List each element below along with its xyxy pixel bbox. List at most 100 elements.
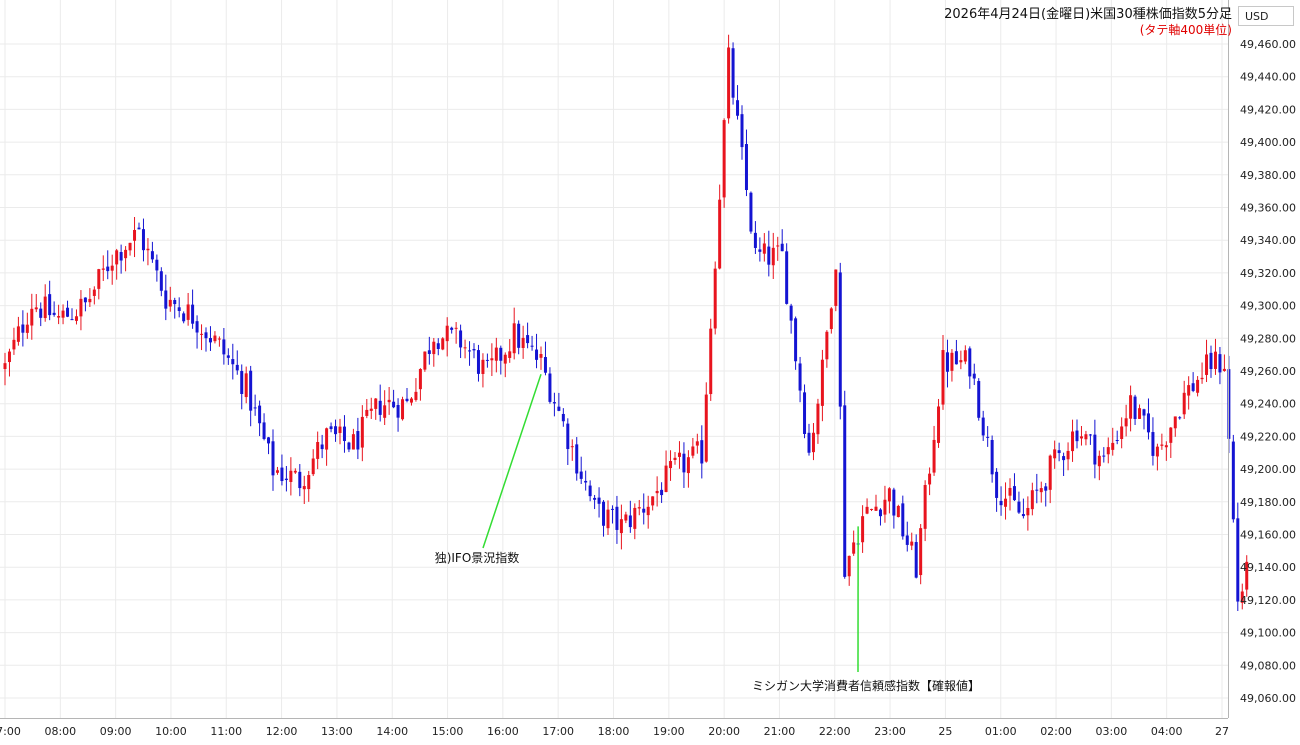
annotation-leader-line	[482, 374, 542, 549]
candle-up	[409, 397, 413, 406]
candle-body	[950, 352, 954, 371]
candle-body	[1191, 383, 1195, 391]
candle-body	[874, 506, 878, 511]
candle-body	[883, 499, 887, 515]
candle-body	[619, 519, 623, 534]
candle-body	[21, 324, 25, 333]
candle-up	[932, 425, 936, 476]
candle-layer	[3, 34, 1249, 612]
candle-down	[173, 297, 177, 319]
candle-down	[119, 244, 123, 274]
candle-body	[1111, 442, 1115, 450]
candle-body	[753, 232, 757, 248]
candle-down	[1017, 491, 1021, 514]
candle-body	[115, 250, 119, 265]
y-tick-label: 49,260.00	[1240, 365, 1296, 378]
candle-up	[655, 476, 659, 507]
candle-up	[325, 427, 329, 466]
candle-body	[588, 485, 592, 497]
candle-down	[892, 487, 896, 529]
candle-body	[968, 348, 972, 377]
candle-body	[517, 323, 521, 348]
candle-up	[664, 450, 668, 493]
candle-body	[1106, 447, 1110, 455]
candle-down	[52, 301, 56, 317]
candle-body	[450, 327, 454, 330]
candle-down	[231, 343, 235, 380]
candle-body	[52, 312, 56, 315]
candle-up	[633, 503, 637, 540]
candle-body	[1053, 449, 1057, 459]
candle-body	[1164, 445, 1168, 448]
candle-down	[150, 241, 154, 263]
candle-up	[1097, 450, 1101, 481]
candle-up	[302, 475, 306, 505]
candle-down	[785, 243, 789, 305]
candle-down	[405, 387, 409, 403]
candle-down	[1035, 473, 1039, 504]
candle-body	[387, 399, 391, 403]
candle-up	[7, 348, 11, 377]
candle-down	[517, 320, 521, 355]
candle-body	[977, 381, 981, 418]
candle-body	[168, 299, 172, 307]
candle-up	[1205, 339, 1209, 383]
candle-body	[401, 399, 405, 420]
candle-body	[798, 363, 802, 391]
candle-body	[999, 500, 1003, 506]
candle-down	[1209, 345, 1213, 378]
candle-body	[1026, 507, 1030, 516]
candle-body	[709, 328, 713, 395]
candle-up	[1106, 437, 1110, 464]
candle-body	[1004, 498, 1008, 507]
candle-body	[731, 48, 735, 98]
candle-body	[284, 478, 288, 481]
candle-body	[937, 406, 941, 443]
candle-down	[226, 348, 230, 365]
candle-body	[427, 350, 431, 354]
candle-body	[905, 535, 909, 545]
candle-body	[146, 248, 150, 251]
candle-up	[200, 324, 204, 351]
candle-body	[816, 403, 820, 435]
candle-up	[1111, 427, 1115, 456]
candle-up	[316, 431, 320, 470]
candle-body	[543, 357, 547, 373]
candle-down	[334, 419, 338, 442]
x-tick-label: 10:00	[155, 725, 187, 738]
currency-selector[interactable]: USD	[1238, 6, 1294, 26]
candle-down	[1218, 346, 1222, 385]
candle-body	[494, 347, 498, 361]
candle-up	[351, 428, 355, 450]
candle-body	[423, 351, 427, 370]
candle-up	[494, 337, 498, 373]
candle-body	[744, 144, 748, 191]
candle-body	[293, 470, 297, 473]
candle-up	[441, 337, 445, 351]
y-tick-label: 49,200.00	[1240, 463, 1296, 476]
candle-body	[722, 120, 726, 198]
candle-body	[490, 358, 494, 361]
candle-body	[901, 503, 905, 537]
candle-body	[633, 507, 637, 529]
candle-down	[561, 408, 565, 427]
candle-up	[244, 366, 248, 404]
candle-up	[1030, 482, 1034, 516]
candle-body	[914, 542, 918, 578]
candle-body	[208, 338, 212, 343]
candle-down	[593, 494, 597, 510]
candle-body	[579, 471, 583, 479]
x-tick-label: 17:00	[542, 725, 574, 738]
candle-down	[436, 338, 440, 356]
candle-down	[21, 310, 25, 347]
candle-body	[807, 432, 811, 453]
candle-up	[709, 318, 713, 401]
candle-body	[834, 269, 838, 306]
candle-body	[1245, 561, 1249, 590]
candle-down	[954, 339, 958, 365]
candle-body	[240, 370, 244, 394]
candle-body	[311, 458, 315, 475]
candle-body	[606, 509, 610, 529]
